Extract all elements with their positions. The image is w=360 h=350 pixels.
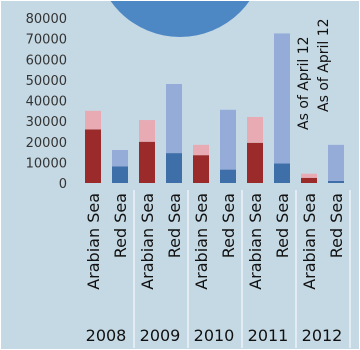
x-category-label: Red Sea	[219, 193, 238, 258]
y-tick-label: 60000	[26, 53, 67, 68]
bar-segment-top	[112, 150, 128, 167]
y-tick-label: 70000	[26, 33, 67, 48]
bar-segment-top	[247, 117, 263, 143]
decorative-circle	[109, 0, 251, 37]
bar-segment-top	[139, 120, 155, 142]
x-group-label: 2009	[140, 326, 181, 345]
bar-segment-base	[274, 163, 290, 183]
bar-segment-top	[328, 144, 344, 181]
x-category-label: Red Sea	[327, 193, 346, 258]
bar-segment-base	[139, 141, 155, 183]
x-category-label: Arabian Sea	[300, 193, 319, 290]
y-tick-label: 10000	[26, 156, 67, 171]
bar-segment-base	[85, 129, 101, 183]
bar-segment-top	[193, 144, 209, 156]
x-category-label: Arabian Sea	[138, 193, 157, 290]
bars	[85, 33, 344, 183]
y-axis: 0 10000 20000 30000 40000 50000 60000 70000 8000…	[26, 12, 67, 192]
annotations: As of April 12 As of April 12	[296, 18, 332, 130]
bar-segment-base	[193, 155, 209, 183]
bar-segment-base	[301, 177, 317, 183]
bar-segment-base	[166, 153, 182, 183]
y-tick-label: 0	[59, 177, 67, 192]
x-category-label: Arabian Sea	[246, 193, 265, 290]
x-group-label: 2012	[302, 326, 343, 345]
bar-segment-base	[247, 142, 263, 183]
x-category-label: Red Sea	[165, 193, 184, 258]
y-tick-label: 20000	[26, 136, 67, 151]
x-category-label: Red Sea	[111, 193, 130, 258]
bar-segment-top	[274, 33, 290, 164]
x-group-label: 2008	[86, 326, 127, 345]
x-category-label: Arabian Sea	[192, 193, 211, 290]
y-tick-label: 80000	[26, 12, 67, 27]
bar-segment-top	[166, 84, 182, 154]
x-group-label: 2011	[248, 326, 289, 345]
y-tick-label: 50000	[26, 74, 67, 89]
x-category-label: Arabian Sea	[84, 193, 103, 290]
bar-segment-base	[112, 166, 128, 183]
annotation-text: As of April 12	[296, 36, 312, 130]
x-category-label: Red Sea	[273, 193, 292, 258]
bar-segment-base	[328, 180, 344, 183]
bar-segment-top	[85, 110, 101, 130]
y-tick-label: 40000	[26, 95, 67, 110]
x-labels: Arabian Sea Red Sea 2008 Arabian Sea Red Sea…	[84, 190, 351, 348]
bar-segment-top	[301, 173, 317, 178]
bar-segment-base	[220, 169, 236, 183]
annotation-text: As of April 12	[316, 18, 332, 112]
x-group-label: 2010	[194, 326, 235, 345]
bar-segment-top	[220, 109, 236, 170]
y-tick-label: 30000	[26, 115, 67, 130]
